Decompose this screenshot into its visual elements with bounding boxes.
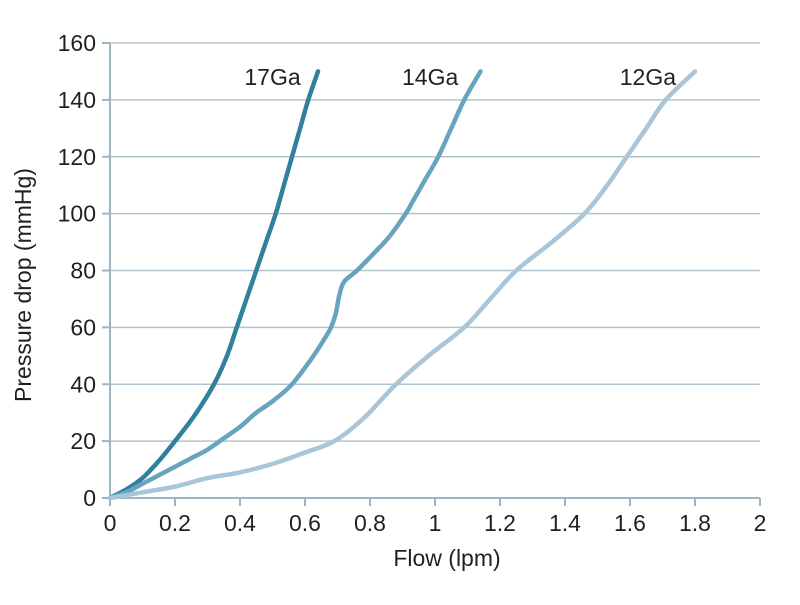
axis-layer: 0 20 40 60 80 100 120 140 160 0 0.2 0.4 0.6 0.8 1 1.2 1.…: [58, 30, 767, 536]
series-curve-17Ga: [107, 69, 321, 501]
y-tick-label-80: 80: [70, 258, 96, 284]
y-tick-label-0: 0: [83, 485, 96, 511]
x-tick-label-1: 1: [429, 510, 442, 536]
y-tick-label-20: 20: [70, 428, 96, 454]
y-tick-label-100: 100: [58, 201, 96, 227]
series-layer: [107, 69, 698, 501]
y-tick-label-40: 40: [70, 371, 96, 397]
y-tick-label-160: 160: [58, 30, 96, 56]
y-axis-title: Pressure drop (mmHg): [10, 168, 36, 402]
grid-layer: [110, 42, 760, 442]
label-layer: 17Ga 14Ga 12Ga: [244, 64, 676, 90]
x-tick-label-0.8: 0.8: [354, 510, 386, 536]
x-tick-label-0.2: 0.2: [159, 510, 191, 536]
series-curve-14Ga: [107, 69, 483, 501]
x-tick-label-1.2: 1.2: [484, 510, 516, 536]
x-tick-label-0.4: 0.4: [224, 510, 256, 536]
x-tick-label-1.6: 1.6: [614, 510, 646, 536]
x-tick-label-2: 2: [754, 510, 767, 536]
y-tick-label-60: 60: [70, 314, 96, 340]
series-curve-12Ga: [107, 69, 698, 501]
x-tick-label-1.4: 1.4: [549, 510, 581, 536]
series-label-17Ga: 17Ga: [244, 64, 300, 90]
x-tick-label-0.6: 0.6: [289, 510, 321, 536]
x-axis-title: Flow (lpm): [393, 545, 500, 571]
y-tick-label-140: 140: [58, 87, 96, 113]
y-tick-label-120: 120: [58, 144, 96, 170]
x-tick-label-0: 0: [104, 510, 117, 536]
x-tick-label-1.8: 1.8: [679, 510, 711, 536]
series-label-12Ga: 12Ga: [620, 64, 676, 90]
series-label-14Ga: 14Ga: [402, 64, 458, 90]
